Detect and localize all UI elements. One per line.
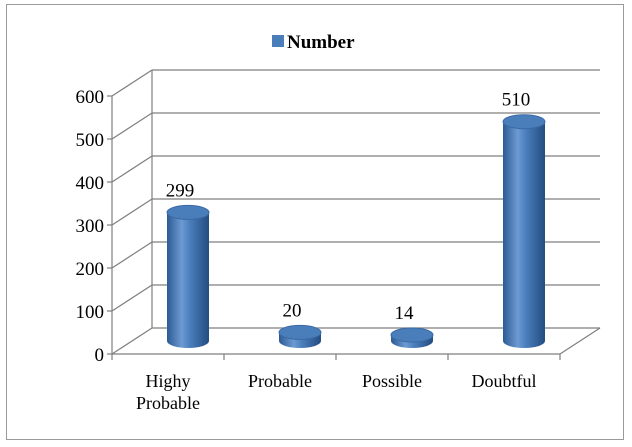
gridline-diagonal xyxy=(111,112,153,140)
data-label: 299 xyxy=(166,180,195,201)
bar xyxy=(278,324,322,348)
category-label-line: Probable xyxy=(136,393,200,413)
gridline-diagonal xyxy=(111,69,153,97)
category-label-line: Possible xyxy=(362,371,422,391)
gridline-diagonal xyxy=(111,284,153,312)
gridline-diagonal xyxy=(111,241,153,269)
bar-body xyxy=(167,212,209,348)
y-tick-label: 100 xyxy=(76,302,105,323)
bar xyxy=(390,327,434,348)
category-label-line: Probable xyxy=(248,371,312,391)
bar-top xyxy=(390,327,434,343)
y-axis-tick-labels: 0 100 200 300 400 500 600 xyxy=(76,87,105,366)
category-label-line: Highy xyxy=(146,371,191,391)
bars xyxy=(166,114,546,348)
y-tick-label: 200 xyxy=(76,259,105,280)
bar xyxy=(502,114,546,348)
y-tick-label: 300 xyxy=(76,216,105,237)
bar-top xyxy=(502,114,546,130)
legend-label: Number xyxy=(287,32,355,53)
y-tick-label: 500 xyxy=(76,130,105,151)
gridline-diagonal xyxy=(111,155,153,183)
bar xyxy=(166,204,210,348)
legend: Number xyxy=(272,32,355,53)
y-tick-label: 600 xyxy=(76,87,105,108)
category-label: Doubtful xyxy=(472,371,537,391)
axes xyxy=(107,95,561,360)
category-label-line: Doubtful xyxy=(472,371,537,391)
category-label: Highy Probable xyxy=(136,371,200,413)
gridline-diagonal xyxy=(111,198,153,226)
y-tick-label: 0 xyxy=(95,345,105,366)
bar-top xyxy=(166,204,210,220)
bar-top xyxy=(278,324,322,340)
legend-swatch xyxy=(272,35,284,47)
data-label: 20 xyxy=(283,300,302,321)
gridline-diagonal xyxy=(111,327,153,355)
floor-right-edge xyxy=(559,327,601,355)
category-label: Probable xyxy=(248,371,312,391)
data-label: 14 xyxy=(395,303,415,324)
category-label: Possible xyxy=(362,371,422,391)
data-labels: 299 20 14 510 xyxy=(166,90,531,324)
bar-body xyxy=(503,121,545,348)
data-label: 510 xyxy=(502,90,531,111)
y-tick-label: 400 xyxy=(76,173,105,194)
